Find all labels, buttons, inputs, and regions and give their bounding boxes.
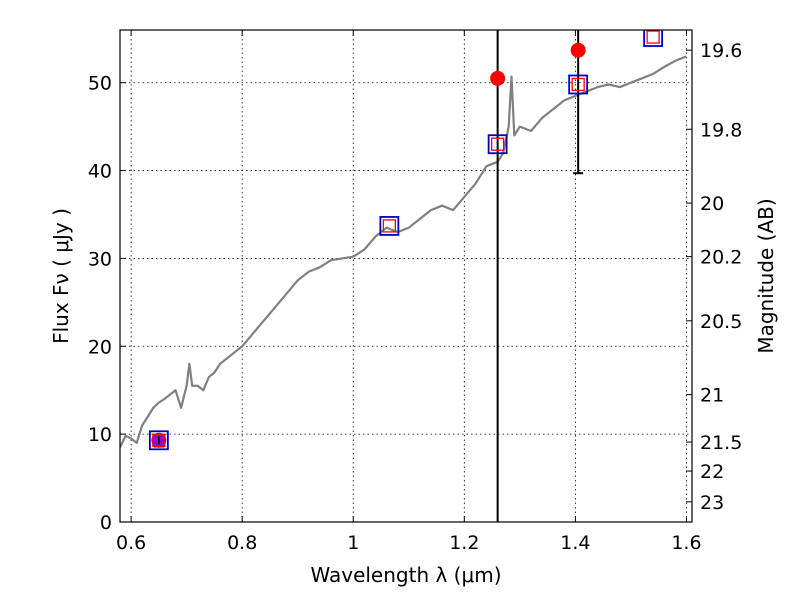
model-square <box>643 30 664 47</box>
right-tick-label: 22 <box>700 461 724 483</box>
model-inner-square <box>382 219 396 233</box>
model-square <box>379 216 400 236</box>
model-square <box>568 74 589 95</box>
y-tick-label: 0 <box>100 512 112 534</box>
model-square <box>487 134 508 155</box>
model-inner-square <box>490 137 505 151</box>
x-tick-label: 1.4 <box>560 532 590 554</box>
x-tick-label: 1.6 <box>671 532 701 554</box>
right-tick-label: 23 <box>700 492 724 514</box>
y-tick-label: 40 <box>88 161 112 183</box>
spectrum-line <box>120 55 687 448</box>
observed-point <box>570 42 586 58</box>
model-square <box>148 430 169 451</box>
model-inner-square <box>152 433 166 447</box>
y-axis-label: Flux Fν ( μJy ) <box>49 208 73 344</box>
right-axis-label: Magnitude (AB) <box>754 198 778 353</box>
grid-lines <box>120 30 692 523</box>
x-tick-label: 0.8 <box>227 532 257 554</box>
x-tick-label: 0.6 <box>116 532 146 554</box>
plot-area <box>120 30 687 522</box>
model-inner-square <box>571 77 585 92</box>
x-tick-label: 1.2 <box>449 532 479 554</box>
right-tick-label: 19.8 <box>700 119 742 141</box>
right-tick-label: 19.6 <box>700 40 742 62</box>
right-tick-label: 20.2 <box>700 247 742 269</box>
right-tick-label: 21.5 <box>700 432 742 454</box>
plot-frame <box>119 29 693 523</box>
y-tick-label: 30 <box>88 248 112 270</box>
right-tick-label: 21 <box>700 385 724 407</box>
y-tick-label: 20 <box>88 336 112 358</box>
y-tick-label: 50 <box>88 73 112 95</box>
observed-point <box>490 70 506 86</box>
right-tick-label: 20.5 <box>700 311 742 333</box>
axis-ticks: 0.6 0.8 1 1.2 1.4 1.6 0 10 20 30 40 50 19.6 19.8 20 20.… <box>88 30 742 554</box>
y-tick-label: 10 <box>88 424 112 446</box>
x-tick-label: 1 <box>347 532 359 554</box>
right-tick-label: 20 <box>700 193 724 215</box>
model-inner-square <box>646 30 660 44</box>
x-axis-label: Wavelength λ (μm) <box>310 563 501 587</box>
